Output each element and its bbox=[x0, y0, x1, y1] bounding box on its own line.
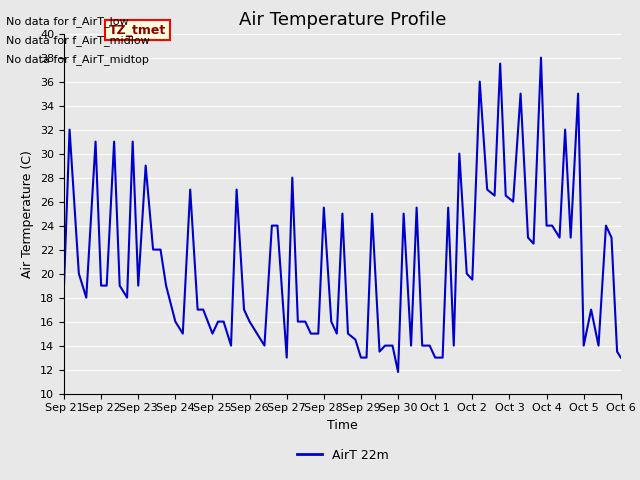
Y-axis label: Air Termperature (C): Air Termperature (C) bbox=[22, 150, 35, 277]
Text: No data for f_AirT_midlow: No data for f_AirT_midlow bbox=[6, 35, 150, 46]
Legend: AirT 22m: AirT 22m bbox=[292, 444, 393, 467]
Text: No data for f_AirT_midtop: No data for f_AirT_midtop bbox=[6, 54, 149, 65]
Title: Air Temperature Profile: Air Temperature Profile bbox=[239, 11, 446, 29]
Text: TZ_tmet: TZ_tmet bbox=[109, 24, 166, 36]
X-axis label: Time: Time bbox=[327, 419, 358, 432]
Text: No data for f_AirT_low: No data for f_AirT_low bbox=[6, 16, 129, 27]
